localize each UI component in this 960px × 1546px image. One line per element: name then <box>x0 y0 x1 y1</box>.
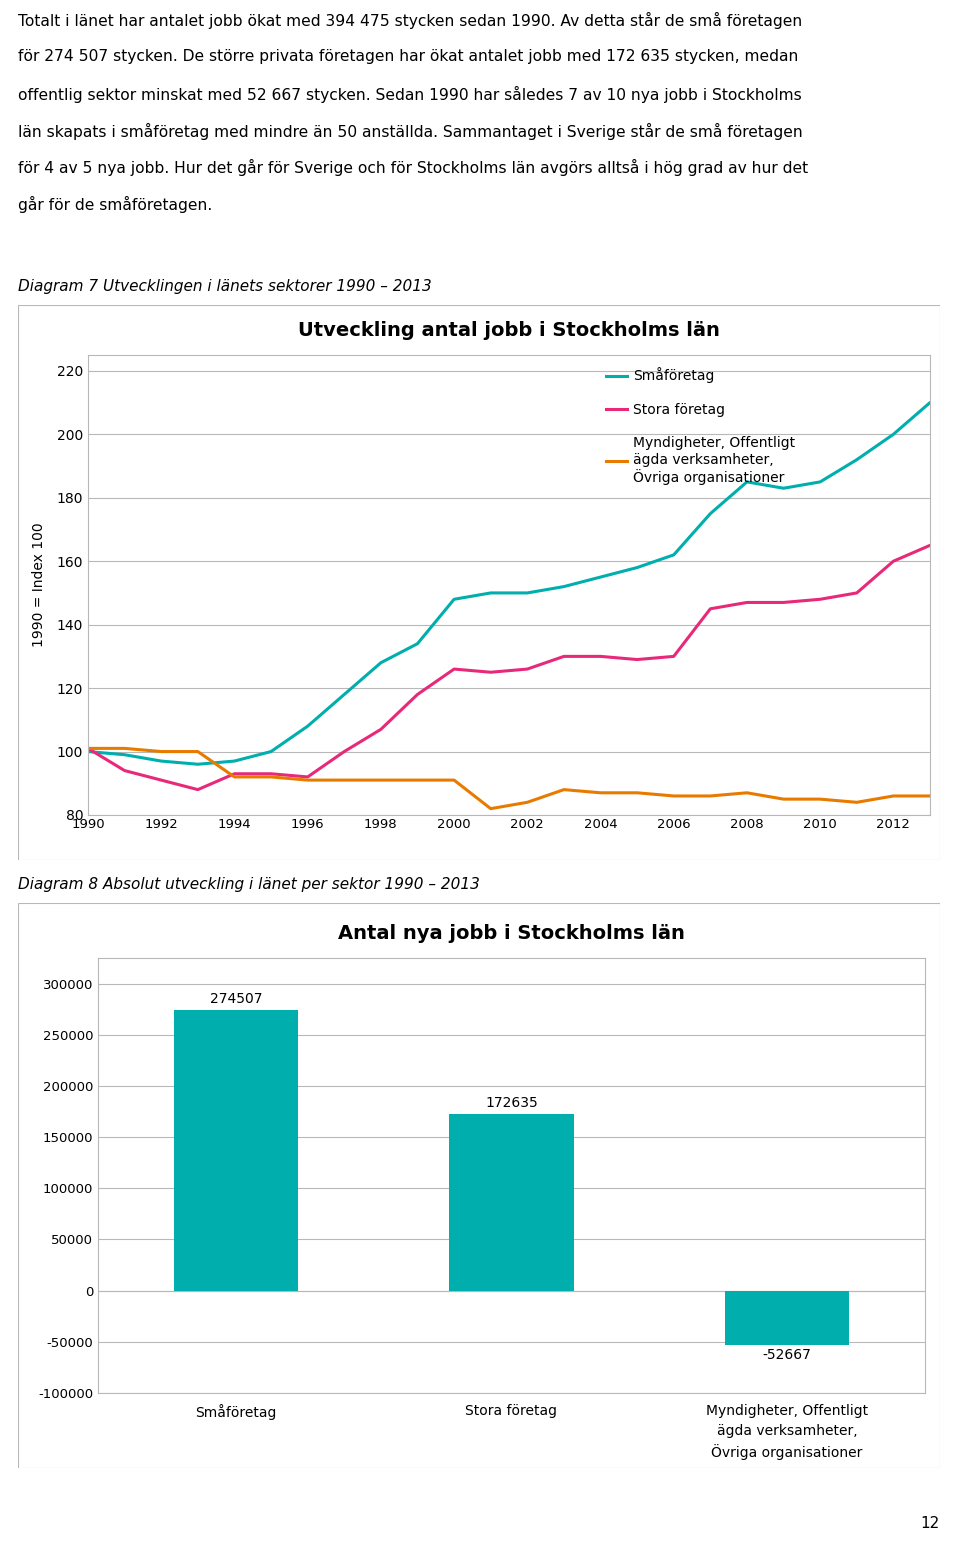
Text: Diagram 8 Absolut utveckling i länet per sektor 1990 – 2013: Diagram 8 Absolut utveckling i länet per… <box>18 878 480 892</box>
Title: Antal nya jobb i Stockholms län: Antal nya jobb i Stockholms län <box>338 923 684 943</box>
Text: offentlig sektor minskat med 52 667 stycken. Sedan 1990 har således 7 av 10 nya : offentlig sektor minskat med 52 667 styc… <box>18 85 802 102</box>
Legend: Småföretag, Stora företag, Myndigheter, Offentligt
ägda verksamheter,
Övriga org: Småföretag, Stora företag, Myndigheter, … <box>600 362 802 490</box>
Text: för 274 507 stycken. De större privata företagen har ökat antalet jobb med 172 6: för 274 507 stycken. De större privata f… <box>18 49 799 63</box>
Bar <box>174 1010 298 1291</box>
Bar <box>449 1115 573 1291</box>
Text: för 4 av 5 nya jobb. Hur det går för Sverige och för Stockholms län avgörs allts: för 4 av 5 nya jobb. Hur det går för Sve… <box>18 159 808 176</box>
Text: län skapats i småföretag med mindre än 50 anställda. Sammantaget i Sverige står : län skapats i småföretag med mindre än 5… <box>18 122 803 139</box>
Text: 12: 12 <box>921 1517 940 1532</box>
Text: 172635: 172635 <box>485 1096 538 1110</box>
Y-axis label: 1990 = Index 100: 1990 = Index 100 <box>32 523 45 648</box>
Text: Diagram 7 Utvecklingen i länets sektorer 1990 – 2013: Diagram 7 Utvecklingen i länets sektorer… <box>18 280 432 294</box>
Text: -52667: -52667 <box>763 1348 811 1362</box>
Text: Totalt i länet har antalet jobb ökat med 394 475 stycken sedan 1990. Av detta st: Totalt i länet har antalet jobb ökat med… <box>18 12 803 29</box>
Title: Utveckling antal jobb i Stockholms län: Utveckling antal jobb i Stockholms län <box>298 320 720 340</box>
Text: går för de småföretagen.: går för de småföretagen. <box>18 196 212 213</box>
Text: 274507: 274507 <box>209 993 262 1006</box>
Bar <box>725 1291 850 1345</box>
